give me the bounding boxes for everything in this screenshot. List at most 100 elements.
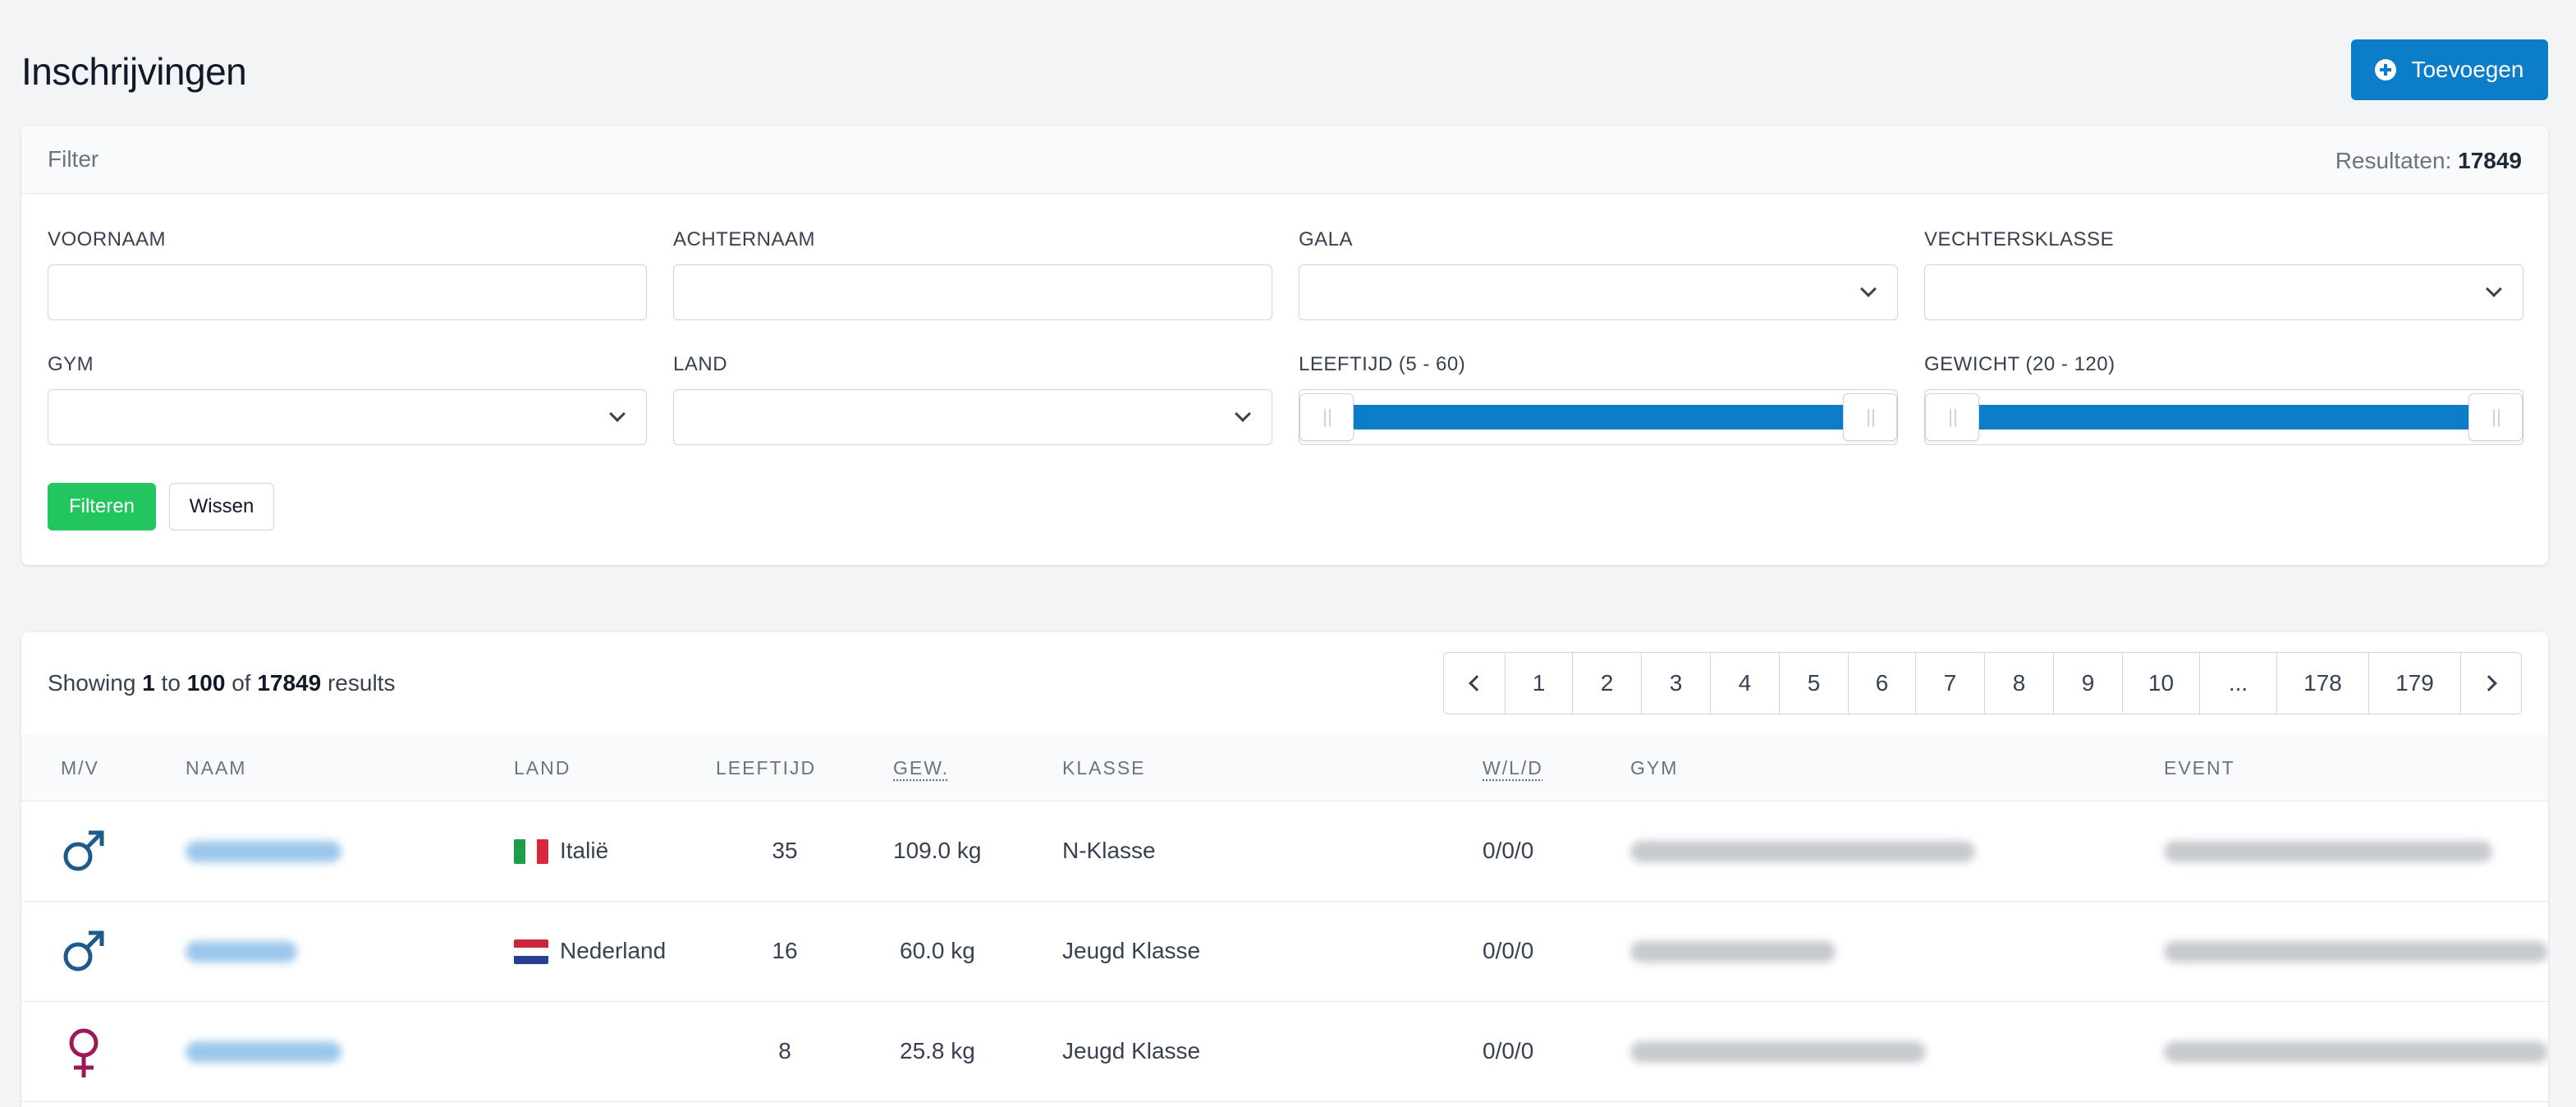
- gewicht-min-handle[interactable]: [1925, 393, 1979, 441]
- fighter-name-link[interactable]: [186, 941, 297, 962]
- page-button-5[interactable]: 5: [1779, 653, 1848, 714]
- land-field: LAND: [673, 353, 1272, 445]
- add-button-label: Toevoegen: [2411, 57, 2524, 82]
- table-row[interactable]: 8 25.8 kg Jeugd Klasse 0/0/0: [21, 1002, 2548, 1102]
- showing-of-word: of: [231, 670, 251, 696]
- showing-suffix: results: [327, 670, 396, 696]
- italy-flag-icon: [514, 839, 548, 864]
- country-cell: Nederland: [560, 938, 667, 963]
- column-naam[interactable]: NAAM: [186, 757, 247, 779]
- showing-prefix: Showing: [48, 670, 136, 696]
- chevron-left-icon: [1469, 675, 1485, 691]
- wld-cell: 0/0/0: [1483, 1038, 1534, 1063]
- achternaam-label: ACHTERNAAM: [673, 228, 816, 250]
- gym-field: GYM: [48, 353, 647, 445]
- column-klasse[interactable]: KLASSE: [1062, 757, 1146, 779]
- gewicht-range-slider[interactable]: [1924, 389, 2523, 445]
- next-page-button[interactable]: [2460, 653, 2521, 714]
- wld-cell: 0/0/0: [1483, 938, 1534, 963]
- gala-select[interactable]: [1299, 264, 1898, 320]
- gym-label: GYM: [48, 353, 94, 375]
- add-button[interactable]: Toevoegen: [2351, 39, 2548, 100]
- table-row[interactable]: Nederland 16 60.0 kg Jeugd Klasse 0/0/0: [21, 902, 2548, 1002]
- page-button-8[interactable]: 8: [1984, 653, 2053, 714]
- age-cell: 35: [772, 838, 798, 863]
- column-land[interactable]: LAND: [514, 757, 571, 779]
- achternaam-field: ACHTERNAAM: [673, 228, 1272, 320]
- page-button-4[interactable]: 4: [1710, 653, 1779, 714]
- gewicht-max-handle[interactable]: [2468, 393, 2523, 441]
- land-label: LAND: [673, 353, 728, 375]
- page-button-3[interactable]: 3: [1641, 653, 1710, 714]
- event-cell: [2164, 841, 2492, 862]
- achternaam-input[interactable]: [673, 264, 1272, 320]
- column-gewicht[interactable]: GEW.: [893, 757, 950, 779]
- vechtersklasse-field: VECHTERSKLASSE: [1924, 228, 2523, 320]
- showing-summary: Showing 1 to 100 of 17849 results: [48, 670, 395, 696]
- weight-cell: 60.0 kg: [900, 938, 975, 963]
- column-gym[interactable]: GYM: [1630, 757, 1679, 779]
- fighter-name-link[interactable]: [186, 1041, 341, 1063]
- showing-to: 100: [186, 670, 226, 696]
- page-button-179[interactable]: 179: [2368, 653, 2460, 714]
- page-title: Inschrijvingen: [21, 50, 247, 93]
- gewicht-range-fill: [1979, 405, 2468, 429]
- country-cell: Italië: [560, 838, 609, 863]
- class-cell: N-Klasse: [1062, 838, 1156, 863]
- leeftijd-min-handle[interactable]: [1299, 393, 1354, 441]
- chevron-down-icon: [1235, 406, 1251, 422]
- page-button-6[interactable]: 6: [1848, 653, 1915, 714]
- clear-button[interactable]: Wissen: [169, 483, 274, 531]
- filter-header: Filter Resultaten: 17849: [21, 126, 2548, 194]
- voornaam-label: VOORNAAM: [48, 228, 167, 250]
- gym-cell: [1630, 841, 1975, 862]
- gym-select[interactable]: [48, 389, 647, 445]
- gewicht-field: GEWICHT (20 - 120): [1924, 353, 2523, 445]
- voornaam-input[interactable]: [48, 264, 647, 320]
- results-table-card: Showing 1 to 100 of 17849 results 1 2 3 …: [21, 632, 2548, 1107]
- column-wld[interactable]: W/L/D: [1483, 757, 1543, 779]
- event-cell: [2164, 941, 2548, 962]
- page-button-10[interactable]: 10: [2122, 653, 2199, 714]
- column-leeftijd[interactable]: LEEFTIJD: [716, 757, 817, 779]
- showing-from: 1: [142, 670, 155, 696]
- voornaam-field: VOORNAAM: [48, 228, 647, 320]
- age-cell: 16: [772, 938, 798, 963]
- vechtersklasse-label: VECHTERSKLASSE: [1924, 228, 2115, 250]
- weight-cell: 25.8 kg: [900, 1038, 975, 1063]
- page-button-7[interactable]: 7: [1915, 653, 1984, 714]
- previous-page-button[interactable]: [1444, 653, 1505, 714]
- plus-circle-icon: [2375, 59, 2397, 80]
- leeftijd-range-slider[interactable]: [1299, 389, 1898, 445]
- page-button-9[interactable]: 9: [2053, 653, 2122, 714]
- showing-to-word: to: [161, 670, 181, 696]
- leeftijd-range-fill: [1354, 405, 1843, 429]
- filter-button[interactable]: Filteren: [48, 483, 156, 531]
- page-button-1[interactable]: 1: [1505, 653, 1572, 714]
- column-event[interactable]: EVENT: [2164, 757, 2235, 779]
- page-ellipsis: ...: [2199, 653, 2276, 714]
- page-header: Inschrijvingen Toevoegen: [21, 39, 2548, 100]
- age-cell: 8: [778, 1038, 791, 1063]
- male-symbol-icon: [63, 930, 104, 971]
- filter-title: Filter: [48, 146, 99, 172]
- class-cell: Jeugd Klasse: [1062, 1038, 1201, 1063]
- land-select[interactable]: [673, 389, 1272, 445]
- fighter-name-link[interactable]: [186, 841, 341, 862]
- column-mv[interactable]: M/V: [61, 757, 99, 779]
- page-button-2[interactable]: 2: [1572, 653, 1641, 714]
- page-button-178[interactable]: 178: [2276, 653, 2368, 714]
- gym-cell: [1630, 941, 1836, 962]
- gala-label: GALA: [1299, 228, 1354, 250]
- leeftijd-field: LEEFTIJD (5 - 60): [1299, 353, 1898, 445]
- male-symbol-icon: [63, 830, 104, 871]
- vechtersklasse-select[interactable]: [1924, 264, 2523, 320]
- showing-total: 17849: [257, 670, 322, 696]
- table-row[interactable]: Italië 35 109.0 kg N-Klasse 0/0/0: [21, 802, 2548, 902]
- table-header: M/V NAAM LAND LEEFTIJD GEW. KLASSE W/L/D…: [21, 734, 2548, 802]
- gym-cell: [1630, 1041, 1926, 1063]
- leeftijd-max-handle[interactable]: [1843, 393, 1897, 441]
- female-symbol-icon: [69, 1028, 99, 1077]
- gewicht-label: GEWICHT (20 - 120): [1924, 353, 2115, 375]
- wld-cell: 0/0/0: [1483, 838, 1534, 863]
